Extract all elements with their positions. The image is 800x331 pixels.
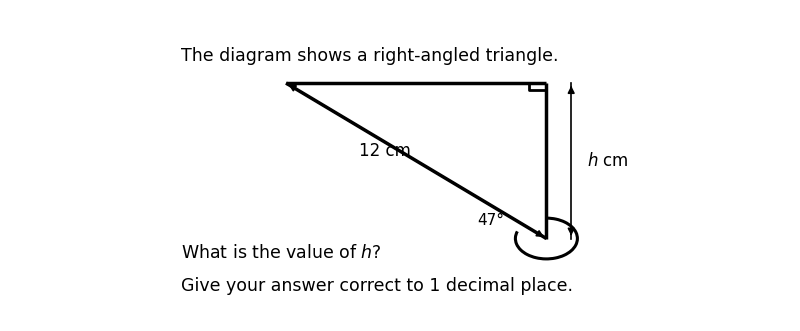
Text: The diagram shows a right-angled triangle.: The diagram shows a right-angled triangl… [181,47,558,65]
Text: Give your answer correct to 1 decimal place.: Give your answer correct to 1 decimal pl… [181,277,573,295]
Text: 47°: 47° [477,213,504,228]
Text: 12 cm: 12 cm [359,142,411,160]
Text: $h$ cm: $h$ cm [586,152,629,170]
Text: What is the value of $h$?: What is the value of $h$? [181,244,382,261]
